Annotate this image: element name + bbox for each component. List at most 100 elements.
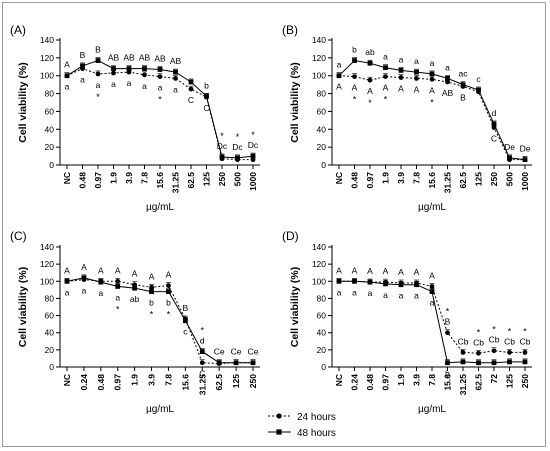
data-point-24h xyxy=(445,330,450,336)
significance-star: * xyxy=(492,325,496,335)
data-point-48h xyxy=(111,66,116,71)
data-point-24h xyxy=(367,77,373,83)
data-point-48h xyxy=(132,285,138,291)
legend-label-48h: 48 hours xyxy=(297,428,336,439)
y-tick-label: 140 xyxy=(312,35,326,45)
significance-letter-upper: De xyxy=(520,144,531,154)
significance-letter-lower: C xyxy=(199,369,205,379)
y-tick-label: 140 xyxy=(40,35,54,45)
significance-letter-lower: a xyxy=(98,288,103,298)
significance-star: * xyxy=(446,307,450,317)
significance-letter-upper: a xyxy=(399,54,404,64)
data-point-24h xyxy=(414,75,419,81)
y-tick-label: 120 xyxy=(312,259,326,269)
panel-label: (C) xyxy=(10,229,27,243)
x-tick-label: NC xyxy=(334,172,344,184)
data-point-24h xyxy=(398,75,404,80)
data-point-48h xyxy=(149,289,154,294)
significance-letter-upper: c xyxy=(476,74,481,84)
data-point-48h xyxy=(414,69,419,75)
data-point-24h xyxy=(460,350,466,355)
significance-letter-lower: A xyxy=(336,82,342,92)
significance-letter-upper: Ce xyxy=(231,347,242,357)
panel-d: (D) Cell viability (%) 0 20 40 60 80 100 120 140 N… xyxy=(282,229,532,415)
y-tick-label: 120 xyxy=(40,53,54,63)
x-tick-label: 15.6 xyxy=(443,374,453,391)
x-tick-label: 31.25 xyxy=(458,374,468,396)
data-point-48h xyxy=(460,82,466,88)
figure-frame xyxy=(2,2,546,447)
significance-letter-upper: Cb xyxy=(520,336,531,346)
significance-star: * xyxy=(368,98,372,108)
significance-letter-lower: a xyxy=(173,84,178,94)
data-point-48h xyxy=(98,279,104,285)
y-tick-label: 80 xyxy=(45,89,55,99)
x-tick-label: 1.9 xyxy=(396,374,406,386)
data-point-48h xyxy=(216,360,222,366)
data-point-48h xyxy=(250,360,256,366)
significance-letter-upper: Dc xyxy=(248,140,259,150)
data-point-48h xyxy=(166,289,171,294)
series-line-48h xyxy=(66,277,253,364)
y-tick-label: 80 xyxy=(45,293,55,303)
significance-letter-lower: a xyxy=(352,287,357,297)
panel-c: (C) Cell viability (%) 0 20 40 60 80 100 120 140 N… xyxy=(10,229,260,415)
significance-star: * xyxy=(508,326,512,336)
data-point-48h xyxy=(204,93,209,99)
significance-letter-lower: b xyxy=(166,298,171,308)
panel-label: (D) xyxy=(282,229,299,243)
data-point-48h xyxy=(398,282,404,288)
significance-letter-lower: a xyxy=(430,298,435,308)
data-point-48h xyxy=(336,278,342,284)
significance-letter-upper: Cb xyxy=(458,336,469,346)
significance-letter-upper: a xyxy=(430,58,435,68)
x-tick-label: 125 xyxy=(505,374,515,388)
data-point-48h xyxy=(429,289,435,294)
x-tick-label: 0.24 xyxy=(350,374,360,391)
significance-star: * xyxy=(201,326,205,336)
x-tick-label: 72 xyxy=(489,374,499,384)
data-point-48h xyxy=(414,282,419,288)
data-point-24h xyxy=(166,283,171,288)
legend-marker-24h xyxy=(276,413,282,419)
significance-star: * xyxy=(384,95,388,105)
data-point-48h xyxy=(507,155,512,161)
data-point-48h xyxy=(95,58,101,63)
y-tick-label: 0 xyxy=(321,362,326,372)
x-axis-label: µg/mL xyxy=(146,202,174,213)
data-point-24h xyxy=(199,360,205,366)
x-tick-label: 0.97 xyxy=(93,172,103,189)
significance-letter-upper: A xyxy=(398,267,404,277)
panel-label: (A) xyxy=(10,23,26,37)
y-tick-label: 100 xyxy=(312,276,326,286)
significance-letter-lower: a xyxy=(158,83,163,93)
data-point-24h xyxy=(352,74,357,80)
significance-letter-upper: A xyxy=(336,265,342,275)
significance-letter-upper: Ce xyxy=(248,347,259,357)
data-point-48h xyxy=(199,349,205,354)
data-point-48h xyxy=(336,73,342,79)
significance-letter-lower: c xyxy=(183,327,188,337)
data-point-48h xyxy=(126,66,132,71)
legend-item-48h: 48 hours xyxy=(268,428,336,439)
panel-a: (A) Cell viability (%) 0 20 40 60 80 100 120 140 N… xyxy=(10,23,260,213)
data-point-24h xyxy=(476,350,481,356)
legend-marker-48h xyxy=(276,429,282,435)
panel-b: (B) Cell viability (%) 0 20 40 60 80 100 120 140 N… xyxy=(282,23,532,213)
x-tick-label: 0.97 xyxy=(365,172,375,189)
x-tick-label: 0.24 xyxy=(79,374,89,391)
x-tick-label: 250 xyxy=(248,374,258,388)
data-point-48h xyxy=(80,63,85,69)
significance-letter-lower: ab xyxy=(130,294,140,304)
x-axis-label: µg/mL xyxy=(418,404,446,415)
y-tick-label: 20 xyxy=(317,142,327,152)
significance-letter-upper: A xyxy=(429,270,435,280)
x-tick-label: 1.9 xyxy=(109,172,119,184)
data-point-48h xyxy=(522,157,528,163)
significance-letter-upper: A xyxy=(64,60,70,70)
x-tick-label: 7.8 xyxy=(163,374,173,386)
x-tick-label: 3.9 xyxy=(147,374,157,386)
x-tick-label: 0.48 xyxy=(78,172,88,189)
significance-letter-upper: B xyxy=(95,45,101,55)
